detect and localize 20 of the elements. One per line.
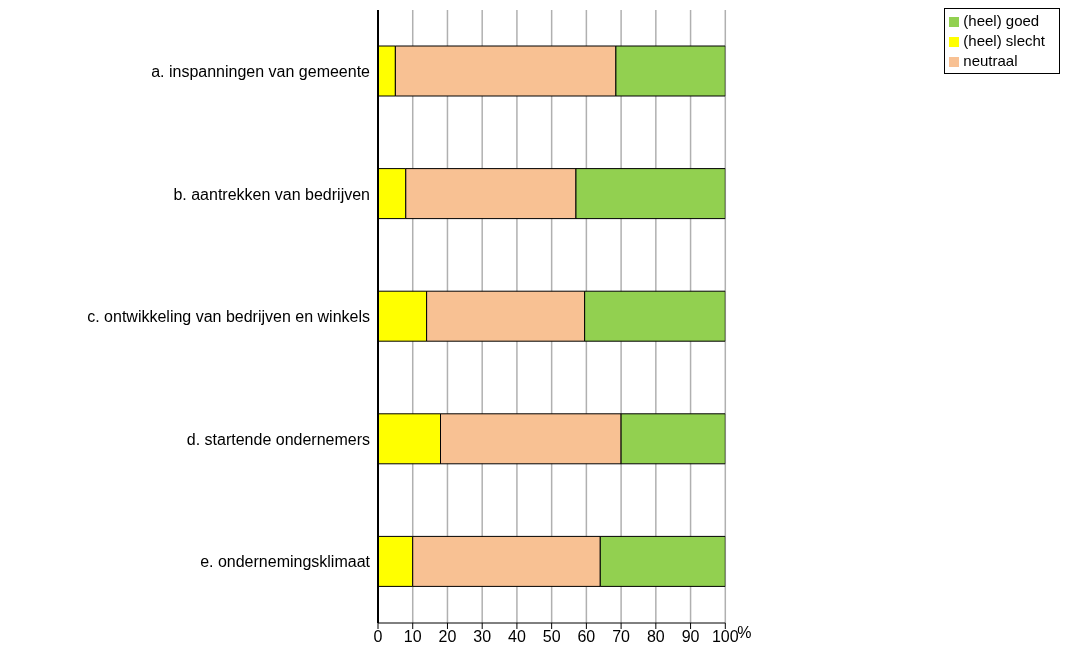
- legend-label: neutraal: [963, 52, 1018, 69]
- x-tick-label: 80: [646, 628, 665, 646]
- x-tick-label: 70: [612, 628, 631, 646]
- x-tick-label: 30: [473, 628, 492, 646]
- x-tick-label: 40: [508, 628, 526, 646]
- x-tick-label: 20: [438, 628, 457, 646]
- x-tick-label: 90: [681, 628, 700, 646]
- y-tick-label: d. startende ondernemers: [186, 430, 370, 448]
- y-tick-label: b. aantrekken van bedrijven: [173, 185, 370, 203]
- legend-label: (heel) slecht: [963, 32, 1045, 49]
- y-tick-label: e. ondernemingsklimaat: [200, 553, 371, 571]
- x-tick-label: 60: [577, 628, 596, 646]
- x-tick-label: 0: [373, 628, 383, 646]
- legend-label: (heel) goed: [963, 12, 1040, 29]
- x-tick-label: 10: [403, 628, 422, 646]
- y-tick-label: c. ontwikkeling van bedrijven en winkels: [87, 308, 370, 326]
- x-axis-title: %: [737, 623, 752, 641]
- x-tick-label: 50: [542, 628, 561, 646]
- x-tick-label: 100: [711, 628, 739, 646]
- y-tick-label: a. inspanningen van gemeente: [151, 62, 371, 80]
